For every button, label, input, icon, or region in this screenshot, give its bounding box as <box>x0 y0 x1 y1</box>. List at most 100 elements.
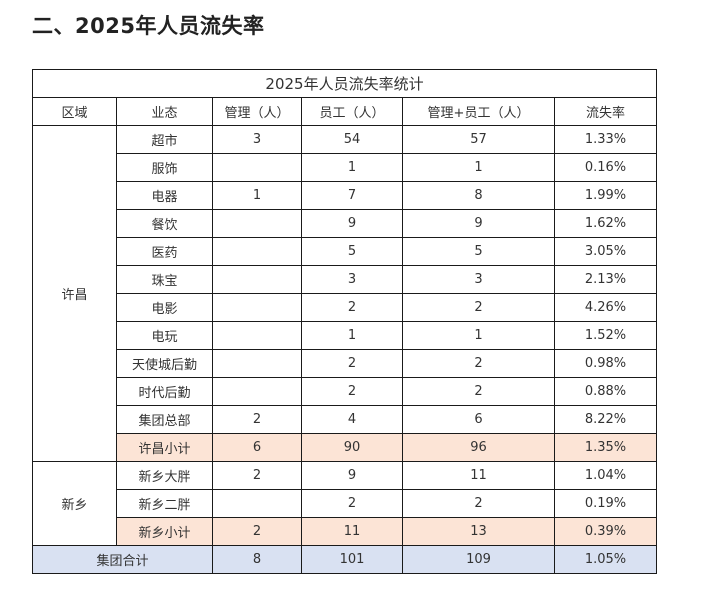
emp-cell: 2 <box>301 377 403 406</box>
total-rate: 1.05% <box>554 545 657 574</box>
emp-cell: 7 <box>301 181 403 210</box>
subtotal-label: 许昌小计 <box>116 433 213 462</box>
table-row: 新乡二胖 2 2 0.19% <box>33 489 657 518</box>
emp-cell: 9 <box>301 209 403 238</box>
sum-cell: 57 <box>402 125 555 154</box>
type-cell: 新乡大胖 <box>116 461 213 490</box>
subtotal-mgr: 6 <box>212 433 302 462</box>
emp-cell: 54 <box>301 125 403 154</box>
rate-cell: 1.04% <box>554 461 657 490</box>
total-sum: 109 <box>402 545 555 574</box>
table-row: 电玩 1 1 1.52% <box>33 321 657 350</box>
emp-cell: 2 <box>301 349 403 378</box>
rate-cell: 8.22% <box>554 405 657 434</box>
type-cell: 珠宝 <box>116 265 213 294</box>
header-emp: 员工（人） <box>301 97 403 126</box>
table-row: 集团总部 2 4 6 8.22% <box>33 405 657 434</box>
sum-cell: 2 <box>402 377 555 406</box>
mgr-cell <box>212 321 302 350</box>
rate-cell: 0.16% <box>554 153 657 182</box>
mgr-cell <box>212 489 302 518</box>
total-label: 集团合计 <box>32 545 213 574</box>
rate-cell: 0.98% <box>554 349 657 378</box>
subtotal-mgr: 2 <box>212 517 302 546</box>
header-rate: 流失率 <box>554 97 657 126</box>
header-mgr: 管理（人） <box>212 97 302 126</box>
mgr-cell: 2 <box>212 461 302 490</box>
sum-cell: 1 <box>402 321 555 350</box>
type-cell: 餐饮 <box>116 209 213 238</box>
table-row: 医药 5 5 3.05% <box>33 237 657 266</box>
total-mgr: 8 <box>212 545 302 574</box>
mgr-cell <box>212 377 302 406</box>
rate-cell: 1.62% <box>554 209 657 238</box>
type-cell: 服饰 <box>116 153 213 182</box>
emp-cell: 2 <box>301 489 403 518</box>
type-cell: 新乡二胖 <box>116 489 213 518</box>
rate-cell: 1.52% <box>554 321 657 350</box>
table-row: 电影 2 2 4.26% <box>33 293 657 322</box>
mgr-cell <box>212 153 302 182</box>
attrition-table: 2025年人员流失率统计 区域 业态 管理（人） 员工（人） 管理+员工（人） … <box>32 69 657 574</box>
sum-cell: 5 <box>402 237 555 266</box>
mgr-cell: 2 <box>212 405 302 434</box>
sum-cell: 6 <box>402 405 555 434</box>
mgr-cell <box>212 349 302 378</box>
region-cell: 新乡 <box>32 461 117 546</box>
sum-cell: 9 <box>402 209 555 238</box>
type-cell: 集团总部 <box>116 405 213 434</box>
type-cell: 电玩 <box>116 321 213 350</box>
rate-cell: 1.33% <box>554 125 657 154</box>
subtotal-rate: 1.35% <box>554 433 657 462</box>
rate-cell: 4.26% <box>554 293 657 322</box>
section-heading: 二、2025年人员流失率 <box>32 14 265 38</box>
type-cell: 电影 <box>116 293 213 322</box>
header-row: 区域 业态 管理（人） 员工（人） 管理+员工（人） 流失率 <box>32 97 657 126</box>
type-cell: 医药 <box>116 237 213 266</box>
emp-cell: 5 <box>301 237 403 266</box>
subtotal-emp: 90 <box>301 433 403 462</box>
table-row: 电器 1 7 8 1.99% <box>33 181 657 210</box>
type-cell: 电器 <box>116 181 213 210</box>
mgr-cell <box>212 209 302 238</box>
subtotal-emp: 11 <box>301 517 403 546</box>
emp-cell: 1 <box>301 153 403 182</box>
mgr-cell <box>212 293 302 322</box>
header-type: 业态 <box>116 97 213 126</box>
mgr-cell <box>212 265 302 294</box>
header-region: 区域 <box>32 97 117 126</box>
table-title: 2025年人员流失率统计 <box>32 69 657 98</box>
type-cell: 超市 <box>116 125 213 154</box>
sum-cell: 1 <box>402 153 555 182</box>
sum-cell: 2 <box>402 489 555 518</box>
header-sum: 管理+员工（人） <box>402 97 555 126</box>
type-cell: 时代后勤 <box>116 377 213 406</box>
rate-cell: 0.88% <box>554 377 657 406</box>
sum-cell: 2 <box>402 293 555 322</box>
table-row: 新乡 新乡大胖 2 9 11 1.04% <box>32 461 657 546</box>
total-emp: 101 <box>301 545 403 574</box>
subtotal-rate: 0.39% <box>554 517 657 546</box>
emp-cell: 9 <box>301 461 403 490</box>
sum-cell: 3 <box>402 265 555 294</box>
emp-cell: 1 <box>301 321 403 350</box>
mgr-cell <box>212 237 302 266</box>
table-row: 餐饮 9 9 1.62% <box>33 209 657 238</box>
table-row: 许昌 超市 3 54 57 1.33% <box>32 125 657 462</box>
sum-cell: 11 <box>402 461 555 490</box>
sum-cell: 2 <box>402 349 555 378</box>
emp-cell: 4 <box>301 405 403 434</box>
table-row: 珠宝 3 3 2.13% <box>33 265 657 294</box>
type-cell: 天使城后勤 <box>116 349 213 378</box>
mgr-cell: 1 <box>212 181 302 210</box>
subtotal-sum: 13 <box>402 517 555 546</box>
emp-cell: 3 <box>301 265 403 294</box>
subtotal-row: 新乡小计 2 11 13 0.39% <box>33 517 657 546</box>
rate-cell: 2.13% <box>554 265 657 294</box>
emp-cell: 2 <box>301 293 403 322</box>
subtotal-row: 许昌小计 6 90 96 1.35% <box>33 433 657 462</box>
rate-cell: 1.99% <box>554 181 657 210</box>
table-row: 天使城后勤 2 2 0.98% <box>33 349 657 378</box>
sum-cell: 8 <box>402 181 555 210</box>
region-cell: 许昌 <box>32 125 117 462</box>
